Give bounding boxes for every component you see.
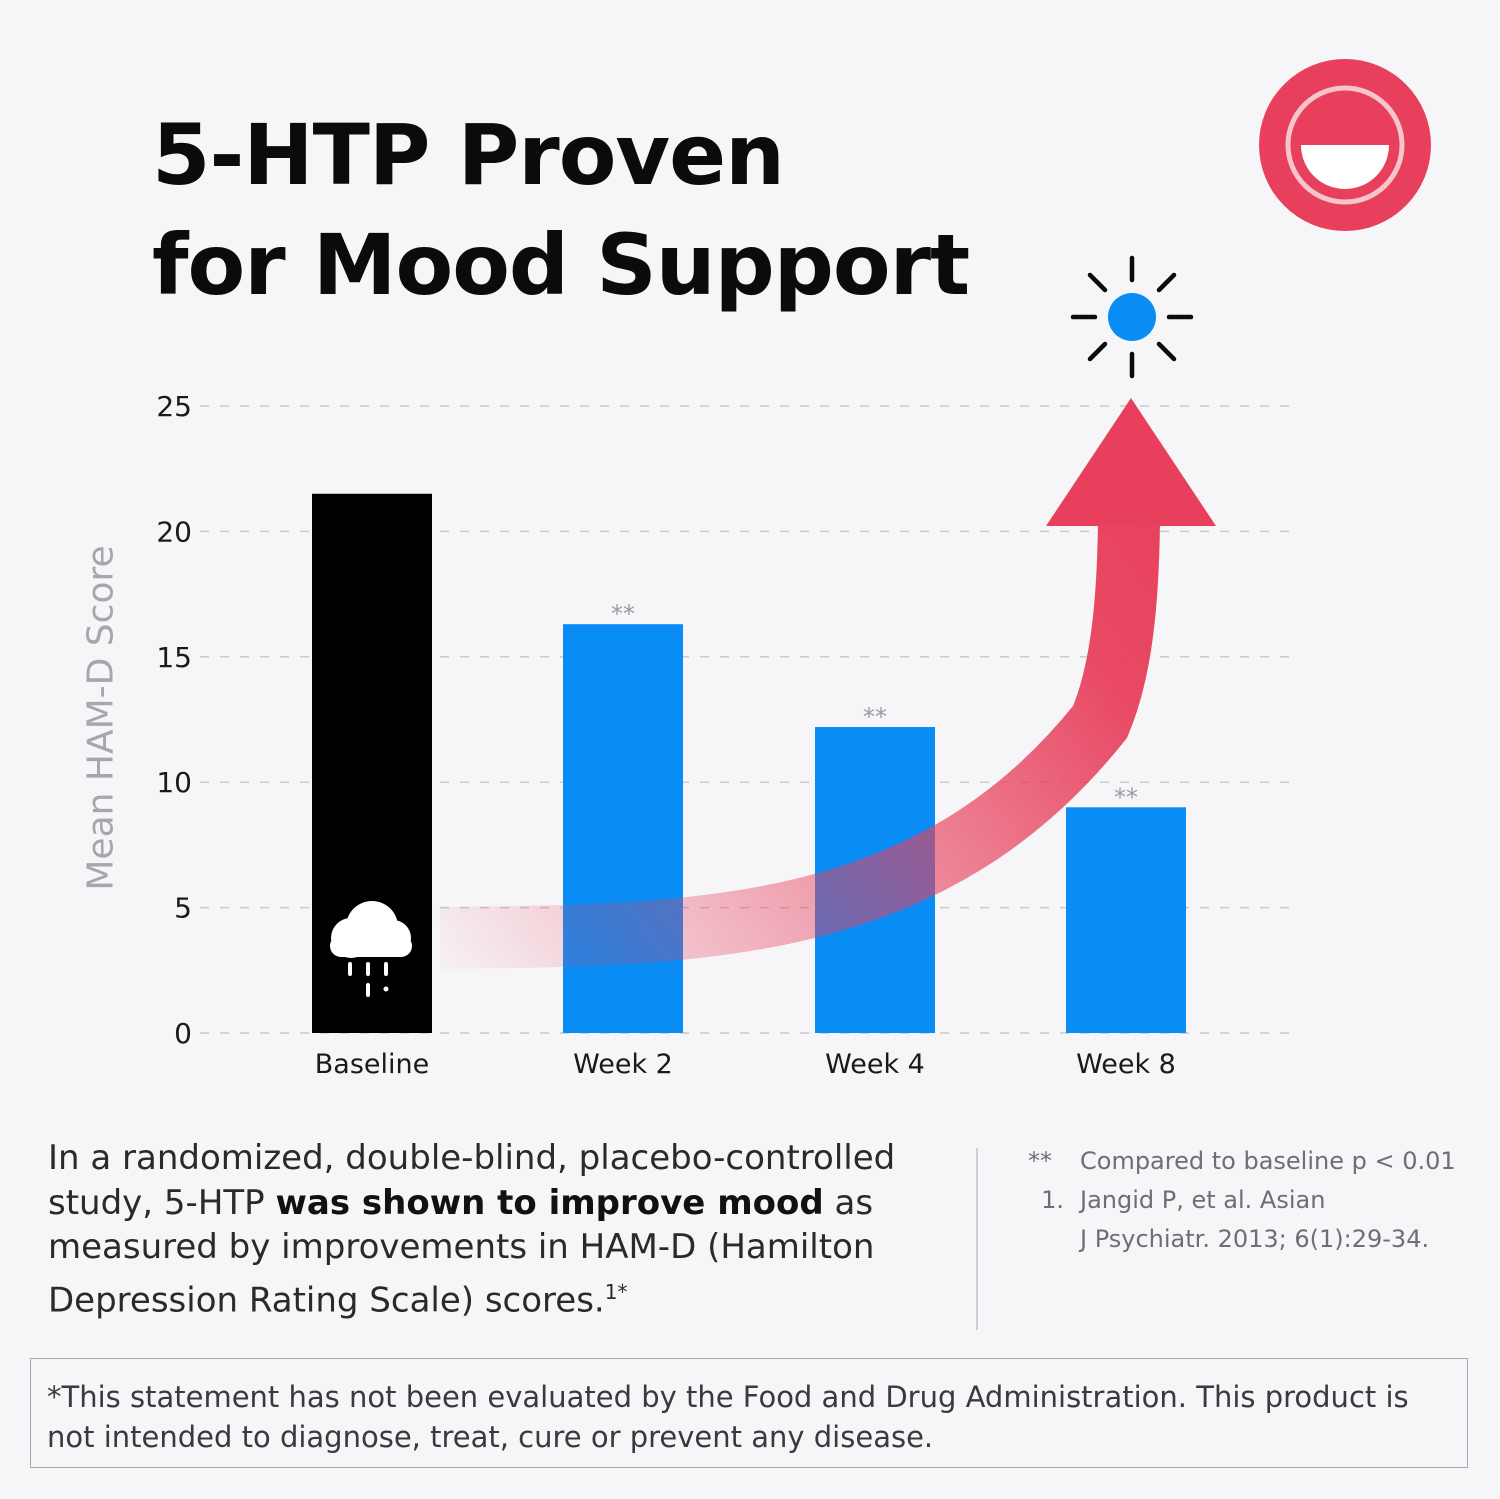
x-tick-label: Baseline: [315, 1049, 429, 1080]
y-tick-label: 20: [156, 515, 192, 548]
rain-cloud-icon: [330, 901, 412, 997]
significance-marker: **: [863, 703, 887, 731]
sun-icon: [1070, 255, 1194, 379]
footnote-mark: [1028, 1220, 1080, 1259]
fda-disclaimer: *This statement has not been evaluated b…: [30, 1358, 1468, 1468]
footnote-mark: **: [1028, 1147, 1052, 1175]
title-line-1: 5-HTP Proven: [152, 106, 785, 204]
footnote-mark: 1.: [1041, 1186, 1064, 1214]
footnotes: ** Compared to baseline p < 0.01 1. Jang…: [1028, 1142, 1456, 1259]
footnote-significance: ** Compared to baseline p < 0.01: [1028, 1142, 1456, 1181]
y-tick-label: 0: [174, 1017, 192, 1050]
bar-week-2: [563, 624, 683, 1033]
footnote-text: Compared to baseline p < 0.01: [1080, 1147, 1456, 1175]
study-description: In a randomized, double-blind, placebo-c…: [48, 1136, 948, 1322]
x-tick-label: Week 4: [825, 1049, 925, 1080]
smiling-face-logo-icon: [1259, 59, 1431, 231]
bar-chart: 0 5 10 15 20 25 Baseline Week 2 Week 4 Week 8 **…: [156, 255, 1300, 1080]
study-text-part-2: as measured by improvements in HAM-D (Ha…: [48, 1182, 875, 1320]
vertical-divider: [976, 1148, 978, 1330]
bar-week-8: [1066, 807, 1186, 1033]
title-line-2: for Mood Support: [152, 216, 970, 314]
upward-curved-arrow-icon: [439, 398, 1216, 969]
page-title: 5-HTP Proven for Mood Support: [152, 100, 970, 320]
study-text-bold: was shown to improve mood: [275, 1182, 824, 1223]
x-tick-label: Week 8: [1076, 1049, 1176, 1080]
footnote-text: J Psychiatr. 2013; 6(1):29-34.: [1080, 1225, 1430, 1253]
study-text-part-1: In a randomized, double-blind, placebo-c…: [48, 1138, 896, 1223]
y-tick-label: 15: [156, 641, 192, 674]
y-tick-label: 25: [156, 390, 192, 423]
x-tick-label: Week 2: [573, 1049, 673, 1080]
significance-marker: **: [611, 600, 635, 628]
significance-marker: **: [1114, 783, 1138, 811]
footnote-text: Jangid P, et al. Asian: [1080, 1186, 1326, 1214]
footnote-reference-1: 1. Jangid P, et al. Asian: [1028, 1181, 1456, 1220]
y-axis-label: Mean HAM-D Score: [80, 545, 122, 891]
y-tick-label: 10: [156, 766, 192, 799]
footnote-reference-1-continued: J Psychiatr. 2013; 6(1):29-34.: [1028, 1220, 1456, 1259]
y-tick-label: 5: [174, 892, 192, 925]
footnote-reference: 1*: [604, 1279, 628, 1304]
